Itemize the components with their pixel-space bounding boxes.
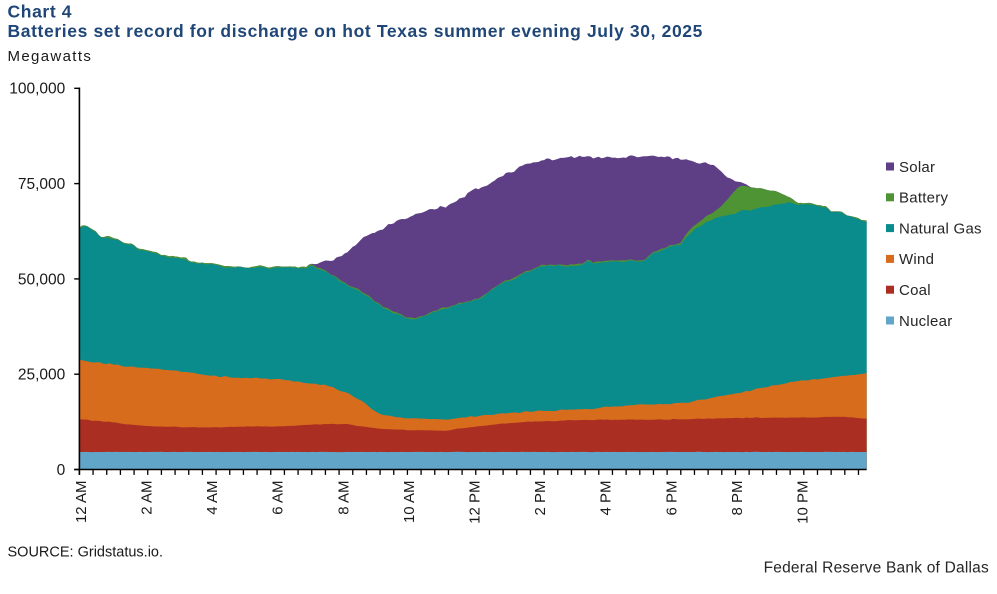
svg-text:12 AM: 12 AM — [73, 481, 90, 524]
svg-text:Wind: Wind — [899, 251, 934, 268]
svg-text:Chart 4: Chart 4 — [8, 1, 73, 21]
svg-text:Battery: Battery — [899, 190, 949, 207]
svg-text:Batteries set record for disch: Batteries set record for discharge on ho… — [8, 21, 704, 41]
svg-text:10 AM: 10 AM — [401, 481, 418, 524]
svg-text:8 PM: 8 PM — [729, 481, 746, 516]
svg-text:0: 0 — [57, 462, 66, 479]
svg-text:4 AM: 4 AM — [204, 481, 221, 515]
svg-text:6 AM: 6 AM — [270, 481, 287, 515]
svg-text:Nuclear: Nuclear — [899, 313, 952, 330]
svg-text:4 PM: 4 PM — [598, 481, 615, 516]
svg-text:50,000: 50,000 — [18, 271, 66, 288]
svg-text:Solar: Solar — [899, 159, 935, 176]
svg-text:SOURCE: Gridstatus.io.: SOURCE: Gridstatus.io. — [8, 545, 164, 561]
svg-text:75,000: 75,000 — [18, 176, 66, 193]
svg-text:2 AM: 2 AM — [139, 481, 156, 515]
svg-text:Megawatts: Megawatts — [8, 48, 93, 65]
svg-text:2 PM: 2 PM — [532, 481, 549, 516]
svg-text:10 PM: 10 PM — [795, 481, 812, 524]
svg-text:25,000: 25,000 — [18, 367, 66, 384]
svg-text:100,000: 100,000 — [9, 81, 65, 98]
svg-text:Federal Reserve Bank of Dallas: Federal Reserve Bank of Dallas — [764, 560, 989, 577]
svg-text:12 PM: 12 PM — [467, 481, 484, 524]
svg-text:8 AM: 8 AM — [335, 481, 352, 515]
svg-text:Coal: Coal — [899, 282, 931, 299]
svg-text:Natural Gas: Natural Gas — [899, 220, 982, 237]
svg-text:6 PM: 6 PM — [663, 481, 680, 516]
